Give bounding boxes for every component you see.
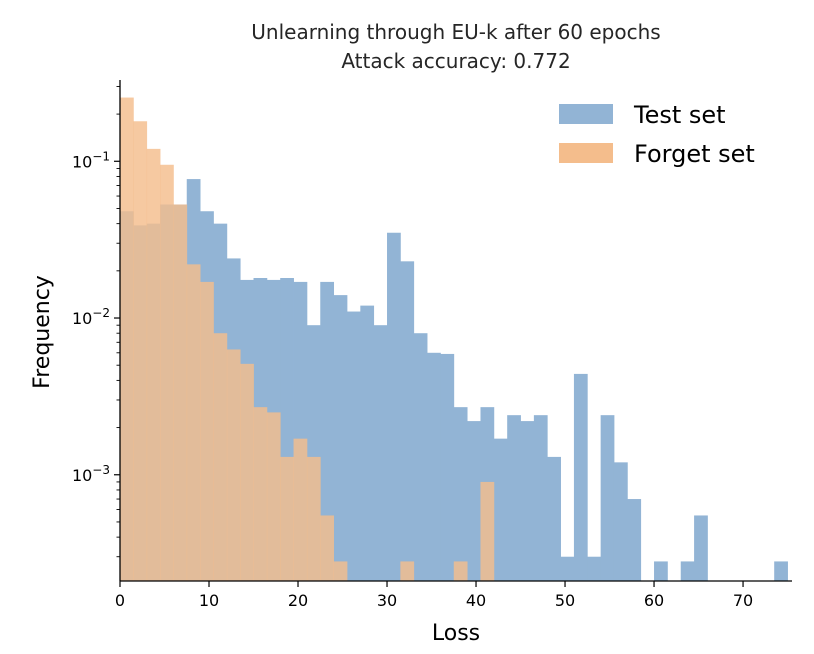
legend-swatch-test-set <box>559 104 613 124</box>
y-ticks: 10−3 10−2 10−1 <box>72 86 120 558</box>
legend-swatch-forget-set <box>559 143 613 163</box>
forget-set-bar-11 <box>266 412 281 581</box>
forget-set-bar-6 <box>200 281 214 581</box>
y-tick-label: 10−3 <box>72 463 110 485</box>
test-set-bar-20 <box>387 232 401 582</box>
test-set-bar-34 <box>573 373 588 581</box>
x-tick-label: 70 <box>733 591 753 610</box>
chart-title: Unlearning through EU-k after 60 epochs <box>251 20 660 44</box>
forget-set-bar-21 <box>400 561 415 581</box>
test-set-bar-16 <box>333 295 348 581</box>
forget-set-bar-0 <box>120 97 134 582</box>
forget-set-bar-16 <box>333 561 348 581</box>
test-set-bar-49 <box>774 561 788 581</box>
forget-set-bar-14 <box>306 456 321 581</box>
chart-subtitle: Attack accuracy: 0.772 <box>341 49 570 73</box>
forget-set-bar-10 <box>253 407 268 581</box>
x-ticks: 0 10 20 30 40 50 60 70 <box>115 581 753 610</box>
legend: Test set Forget set <box>559 101 755 168</box>
forget-set-bar-3 <box>160 164 174 581</box>
y-tick-label: 10−1 <box>72 149 110 171</box>
y-tick-label: 10−2 <box>72 306 110 328</box>
test-set-bar-40 <box>654 561 668 581</box>
legend-label-test-set: Test set <box>633 101 726 129</box>
test-set-bar-30 <box>520 421 535 581</box>
forget-set-bar-1 <box>133 121 148 581</box>
forget-set-bar-15 <box>320 515 335 581</box>
x-tick-label: 40 <box>466 591 486 610</box>
forget-set-bar-8 <box>226 349 241 581</box>
forget-set-bar-5 <box>186 264 201 581</box>
test-set-bar-28 <box>493 438 508 581</box>
test-set-bar-29 <box>507 415 521 581</box>
x-tick-label: 20 <box>288 591 308 610</box>
forget-set-bar-27 <box>480 481 495 581</box>
test-set-bar-25 <box>453 407 468 581</box>
test-set-bar-21 <box>400 261 415 581</box>
forget-set-bars <box>120 97 495 582</box>
forget-set-bar-9 <box>240 363 254 581</box>
test-set-bar-22 <box>413 333 428 581</box>
test-set-bar-42 <box>680 561 695 581</box>
test-set-bar-36 <box>600 415 615 581</box>
forget-set-bar-4 <box>173 204 188 582</box>
test-set-bar-37 <box>613 462 628 581</box>
x-tick-label: 30 <box>377 591 397 610</box>
test-set-bar-18 <box>360 305 375 581</box>
test-set-bar-23 <box>427 352 441 581</box>
x-tick-label: 0 <box>115 591 125 610</box>
test-set-bar-43 <box>694 515 708 581</box>
test-set-bar-33 <box>560 556 575 581</box>
legend-label-forget-set: Forget set <box>634 140 755 168</box>
test-set-bar-24 <box>440 353 455 581</box>
forget-set-bar-12 <box>280 456 294 581</box>
test-set-bar-19 <box>373 325 388 581</box>
test-set-bar-38 <box>627 499 642 581</box>
x-tick-label: 60 <box>644 591 664 610</box>
y-axis-label: Frequency <box>30 275 55 389</box>
forget-set-bar-13 <box>293 438 308 581</box>
forget-set-bar-7 <box>213 333 228 581</box>
test-set-bar-35 <box>587 556 602 581</box>
test-set-bar-32 <box>547 456 561 581</box>
test-set-bar-15 <box>320 281 335 581</box>
test-set-bar-31 <box>533 415 548 581</box>
x-tick-label: 50 <box>555 591 575 610</box>
x-tick-label: 10 <box>199 591 219 610</box>
forget-set-bar-25 <box>453 561 468 581</box>
test-set-bar-26 <box>467 421 481 581</box>
forget-set-bar-2 <box>146 148 161 582</box>
test-set-bar-17 <box>346 311 361 581</box>
x-axis-label: Loss <box>432 621 480 646</box>
